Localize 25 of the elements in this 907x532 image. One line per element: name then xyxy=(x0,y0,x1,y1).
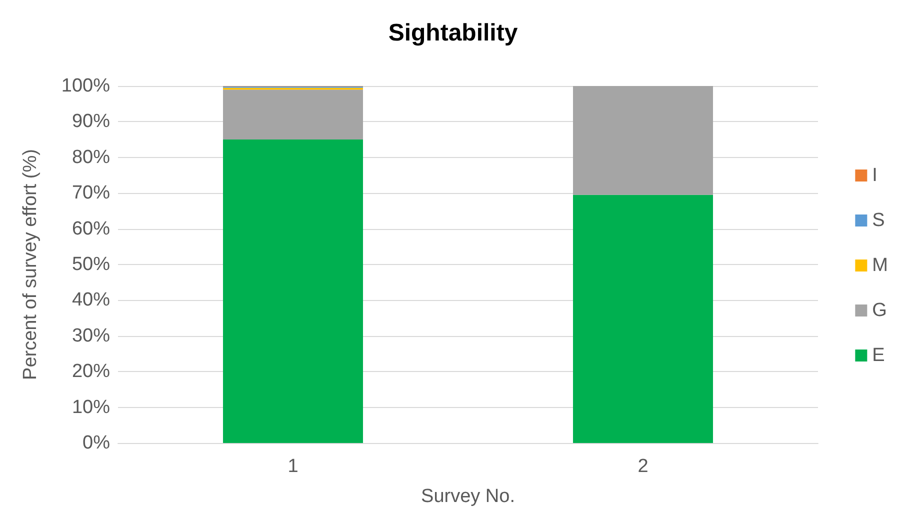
bar xyxy=(223,140,363,443)
y-tick-label: 50% xyxy=(72,254,110,275)
y-tick-label: 30% xyxy=(72,325,110,346)
y-axis-title: Percent of survey effort (%) xyxy=(20,149,41,380)
legend-label: G xyxy=(872,300,887,321)
y-tick-label: 70% xyxy=(72,182,110,204)
x-tick-label: 1 xyxy=(288,456,298,477)
y-tick-label: 80% xyxy=(72,146,110,168)
bar xyxy=(223,90,363,140)
y-tick-label: 90% xyxy=(72,111,110,132)
y-tick-label: 60% xyxy=(72,218,110,240)
legend-label: S xyxy=(872,210,885,231)
y-tick-label: 10% xyxy=(72,396,110,418)
y-tick-label: 20% xyxy=(72,361,110,382)
y-tick-label: 0% xyxy=(82,432,110,454)
y-tick-label: 100% xyxy=(61,76,110,96)
bar xyxy=(573,86,713,195)
x-axis-title: Survey No. xyxy=(421,486,515,507)
legend-label: I xyxy=(872,165,878,186)
legend-label: M xyxy=(872,255,888,276)
bar xyxy=(573,194,713,443)
x-tick-label: 2 xyxy=(638,456,648,477)
chart-title: Sightability xyxy=(388,20,518,46)
y-tick-label: 40% xyxy=(72,290,110,311)
legend-label: E xyxy=(872,345,885,366)
